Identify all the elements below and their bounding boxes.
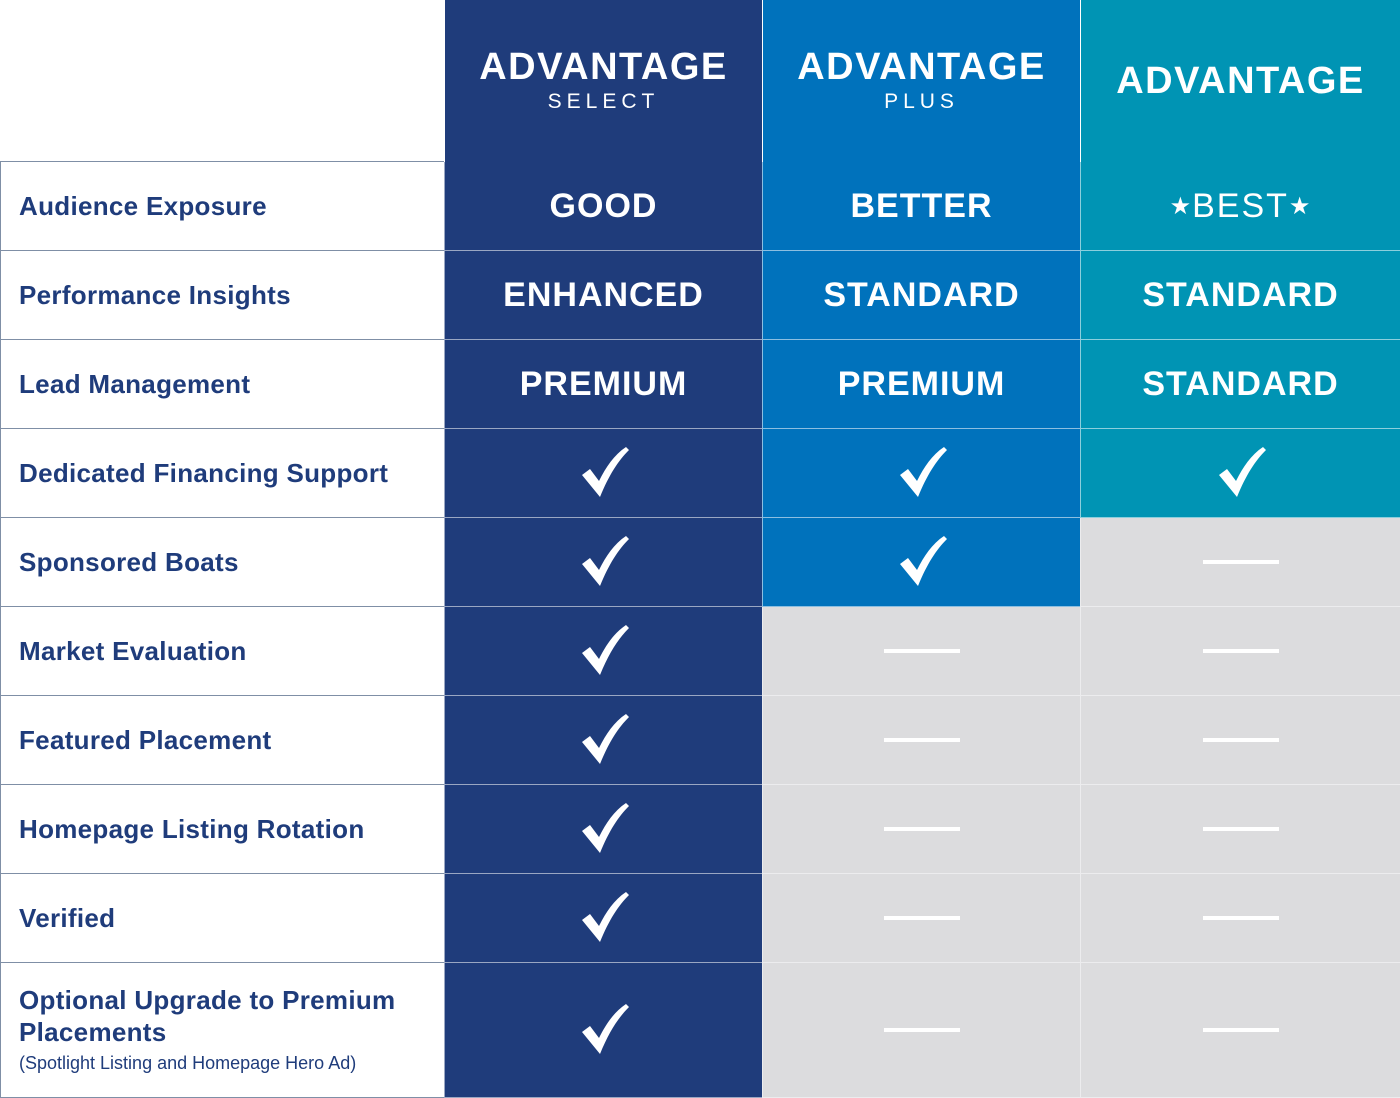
check-icon — [576, 1002, 632, 1058]
check-icon — [576, 890, 632, 946]
cell-value: PREMIUM — [519, 364, 688, 403]
tier-cell: STANDARD — [1080, 340, 1400, 429]
check-icon — [1213, 445, 1269, 501]
tier-cell — [444, 607, 762, 696]
star-icon: ★ — [1169, 192, 1193, 220]
cell-value: PREMIUM — [837, 364, 1006, 403]
dash-icon — [1202, 649, 1279, 653]
feature-label-cell: Lead Management — [0, 340, 444, 429]
cell-value: GOOD — [549, 186, 658, 225]
feature-label-cell: Featured Placement — [0, 696, 444, 785]
dash-icon — [883, 649, 960, 653]
tier-cell — [444, 963, 762, 1098]
tier-cell: PREMIUM — [444, 340, 762, 429]
tier-cell: ENHANCED — [444, 251, 762, 340]
tier-cell — [444, 696, 762, 785]
tier-cell: GOOD — [444, 162, 762, 251]
tier-cell — [1080, 518, 1400, 607]
feature-label: Sponsored Boats — [19, 547, 239, 577]
tier-name: ADVANTAGE — [797, 46, 1046, 88]
feature-label-cell: Optional Upgrade to Premium Placements (S… — [0, 963, 444, 1098]
feature-label-cell: Audience Exposure — [0, 162, 444, 251]
tier-cell — [444, 785, 762, 874]
dash-icon — [1202, 1028, 1279, 1032]
cell-value: STANDARD — [1142, 364, 1339, 403]
tier-name: ADVANTAGE — [479, 46, 728, 88]
tier-cell — [762, 785, 1080, 874]
tier-cell — [762, 607, 1080, 696]
check-icon — [576, 534, 632, 590]
feature-label: Market Evaluation — [19, 636, 247, 666]
cell-value: ENHANCED — [503, 275, 704, 314]
tier-header-1: ADVANTAGE SELECT — [444, 0, 762, 162]
dash-icon — [1202, 827, 1279, 831]
header-corner — [0, 0, 444, 162]
feature-label-cell: Verified — [0, 874, 444, 963]
dash-icon — [1202, 560, 1279, 564]
tier-cell — [444, 874, 762, 963]
star-icon: ★ — [1288, 192, 1312, 220]
tier-cell — [1080, 696, 1400, 785]
feature-label: Dedicated Financing Support — [19, 458, 389, 488]
feature-label-cell: Homepage Listing Rotation — [0, 785, 444, 874]
tier-cell — [762, 696, 1080, 785]
tier-cell: STANDARD — [762, 251, 1080, 340]
tier-cell — [1080, 607, 1400, 696]
feature-label: Featured Placement — [19, 725, 272, 755]
feature-label-cell: Performance Insights — [0, 251, 444, 340]
tier-cell — [762, 429, 1080, 518]
tier-cell: STANDARD — [1080, 251, 1400, 340]
tier-cell — [1080, 963, 1400, 1098]
tier-cell — [762, 874, 1080, 963]
feature-label-cell: Sponsored Boats — [0, 518, 444, 607]
tier-name: ADVANTAGE — [1116, 60, 1365, 102]
feature-label-cell: Market Evaluation — [0, 607, 444, 696]
tier-cell — [762, 963, 1080, 1098]
tier-cell: PREMIUM — [762, 340, 1080, 429]
tier-cell — [1080, 785, 1400, 874]
feature-note: (Spotlight Listing and Homepage Hero Ad) — [19, 1053, 357, 1073]
feature-label: Audience Exposure — [19, 191, 267, 221]
tier-cell — [444, 429, 762, 518]
tier-cell — [1080, 429, 1400, 518]
tier-cell — [444, 518, 762, 607]
tier-header-3: ADVANTAGE — [1080, 0, 1400, 162]
feature-label-cell: Dedicated Financing Support — [0, 429, 444, 518]
cell-value: STANDARD — [823, 275, 1020, 314]
tier-header-2: ADVANTAGE PLUS — [762, 0, 1080, 162]
feature-label: Homepage Listing Rotation — [19, 814, 365, 844]
dash-icon — [883, 1028, 960, 1032]
dash-icon — [883, 827, 960, 831]
cell-value: STANDARD — [1142, 275, 1339, 314]
check-icon — [576, 712, 632, 768]
tier-cell — [1080, 874, 1400, 963]
dash-icon — [883, 916, 960, 920]
tier-cell: BETTER — [762, 162, 1080, 251]
feature-label: Optional Upgrade to Premium Placements — [19, 985, 396, 1047]
feature-label: Verified — [19, 903, 116, 933]
tier-cell — [762, 518, 1080, 607]
check-icon — [894, 534, 950, 590]
tier-subtitle: PLUS — [884, 90, 959, 113]
tier-cell: ★ BEST ★ — [1080, 162, 1400, 251]
feature-label: Lead Management — [19, 369, 251, 399]
check-icon — [576, 801, 632, 857]
dash-icon — [1202, 738, 1279, 742]
check-icon — [576, 445, 632, 501]
dash-icon — [883, 738, 960, 742]
tier-subtitle: SELECT — [547, 90, 660, 113]
check-icon — [576, 623, 632, 679]
cell-value: BEST — [1192, 186, 1289, 225]
check-icon — [894, 445, 950, 501]
dash-icon — [1202, 916, 1279, 920]
cell-value: BETTER — [850, 186, 993, 225]
feature-label: Performance Insights — [19, 280, 291, 310]
